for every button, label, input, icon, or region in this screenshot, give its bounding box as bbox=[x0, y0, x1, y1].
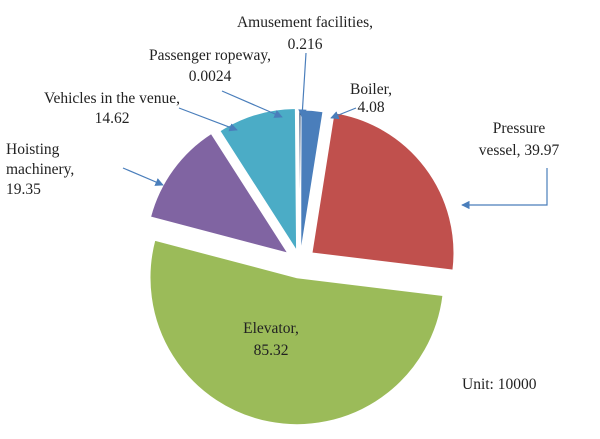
slice-label-line: 0.0024 bbox=[189, 68, 232, 85]
slice-label-boiler: Boiler, 4.08 bbox=[350, 81, 392, 116]
slice-label-pressure-vessel: Pressure vessel, 39.97 bbox=[479, 120, 560, 159]
pie-slice-hoisting-machinery bbox=[149, 132, 289, 254]
slice-label-elevator: Elevator, 85.32 bbox=[243, 320, 299, 359]
slice-label-line: Passenger ropeway, bbox=[149, 47, 271, 64]
leader-line-boiler bbox=[330, 107, 357, 120]
pie-slice-pressure-vessel bbox=[311, 112, 455, 271]
slice-label-line: Boiler, bbox=[350, 81, 392, 98]
leader-line-amusement-facilities bbox=[298, 52, 307, 118]
slice-label-line: Pressure bbox=[493, 120, 546, 137]
slice-label-line: 14.62 bbox=[95, 110, 130, 127]
unit-label: Unit: 10000 bbox=[462, 376, 537, 393]
slice-label-vehicles-in-the-venue: Vehicles in the venue, 14.62 bbox=[44, 90, 180, 127]
leader-line-passenger-ropeway bbox=[221, 90, 283, 118]
slice-label-line: Hoisting bbox=[6, 141, 60, 158]
pie-slice-vehicles-in-the-venue bbox=[219, 107, 298, 253]
slice-label-line: Amusement facilities, bbox=[237, 14, 373, 31]
slice-label-amusement-facilities: Amusement facilities, 0.216 bbox=[237, 14, 373, 53]
pie-slice-elevator bbox=[149, 239, 444, 426]
slice-label-line: 4.08 bbox=[357, 99, 384, 116]
slice-label-line: vessel, 39.97 bbox=[479, 142, 560, 159]
slice-label-line: 85.32 bbox=[254, 342, 289, 359]
slice-label-hoisting-machinery: Hoisting machinery, 19.35 bbox=[6, 141, 74, 198]
slice-label-passenger-ropeway: Passenger ropeway, 0.0024 bbox=[149, 47, 271, 85]
slice-label-line: Vehicles in the venue, bbox=[44, 90, 180, 107]
leader-line-pressure-vessel bbox=[461, 168, 548, 210]
slice-label-line: Elevator, bbox=[243, 320, 299, 337]
slice-label-line: machinery, bbox=[6, 161, 74, 178]
leader-line-vehicles-in-the-venue bbox=[178, 107, 238, 132]
leader-line-hoisting-machinery bbox=[122, 167, 164, 186]
slice-label-line: 19.35 bbox=[6, 181, 41, 198]
slice-label-line: 0.216 bbox=[288, 36, 323, 53]
